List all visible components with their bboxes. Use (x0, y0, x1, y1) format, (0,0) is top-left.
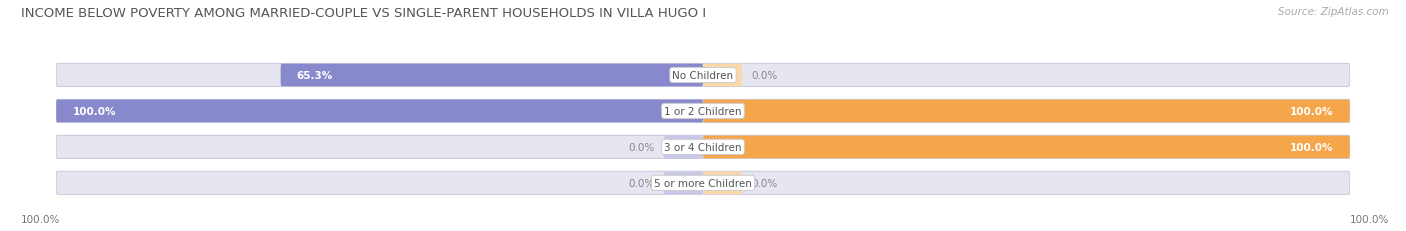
FancyBboxPatch shape (664, 136, 703, 158)
Text: 100.0%: 100.0% (1350, 214, 1389, 224)
Text: 100.0%: 100.0% (73, 106, 115, 116)
Text: 1 or 2 Children: 1 or 2 Children (664, 106, 742, 116)
Text: 0.0%: 0.0% (752, 71, 778, 81)
FancyBboxPatch shape (56, 100, 1350, 123)
Text: 65.3%: 65.3% (297, 71, 333, 81)
FancyBboxPatch shape (56, 136, 1350, 159)
Text: 0.0%: 0.0% (752, 178, 778, 188)
FancyBboxPatch shape (703, 172, 742, 194)
FancyBboxPatch shape (703, 64, 742, 87)
Text: 100.0%: 100.0% (1291, 142, 1334, 152)
FancyBboxPatch shape (56, 172, 1350, 195)
Text: 0.0%: 0.0% (628, 178, 655, 188)
Text: No Children: No Children (672, 71, 734, 81)
FancyBboxPatch shape (703, 100, 1350, 123)
FancyBboxPatch shape (703, 136, 1350, 158)
FancyBboxPatch shape (281, 64, 703, 87)
Text: INCOME BELOW POVERTY AMONG MARRIED-COUPLE VS SINGLE-PARENT HOUSEHOLDS IN VILLA H: INCOME BELOW POVERTY AMONG MARRIED-COUPL… (21, 7, 706, 20)
Text: Source: ZipAtlas.com: Source: ZipAtlas.com (1278, 7, 1389, 17)
FancyBboxPatch shape (664, 172, 703, 194)
Text: 100.0%: 100.0% (21, 214, 60, 224)
Text: 3 or 4 Children: 3 or 4 Children (664, 142, 742, 152)
Text: 0.0%: 0.0% (628, 142, 655, 152)
Text: 5 or more Children: 5 or more Children (654, 178, 752, 188)
FancyBboxPatch shape (56, 100, 703, 123)
Text: 100.0%: 100.0% (1291, 106, 1334, 116)
FancyBboxPatch shape (56, 64, 1350, 87)
